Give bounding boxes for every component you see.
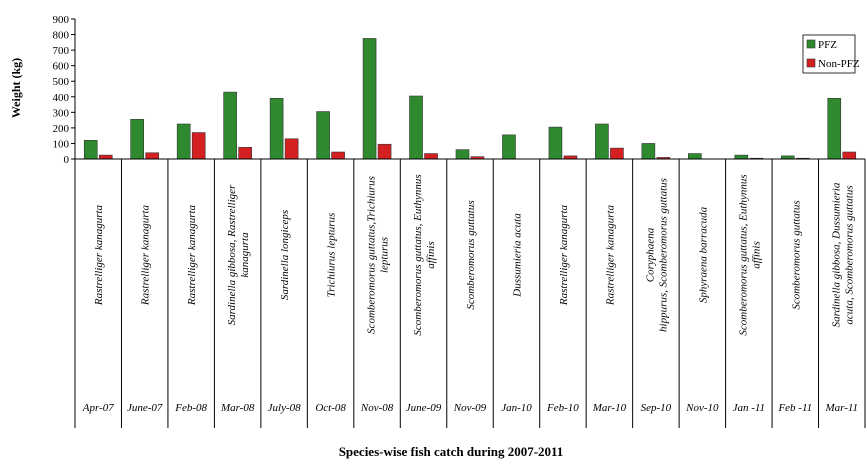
- bar-pfz-13: [688, 153, 702, 160]
- category-label: Rastrelliger kanagurta: [558, 204, 570, 306]
- bar-non-pfz-1: [145, 152, 160, 160]
- legend-label-non-pfz: Non-PFZ: [818, 58, 860, 70]
- bar-pfz-14: [734, 154, 749, 160]
- period-label: July-08: [268, 402, 301, 414]
- bar-non-pfz-4: [284, 138, 299, 160]
- bar-pfz-10: [548, 126, 563, 160]
- bar-non-pfz-16: [842, 151, 857, 160]
- y-tick-label: 900: [53, 14, 70, 26]
- bar-non-pfz-5: [331, 151, 345, 160]
- category-label: Trichiurus lepturus: [326, 213, 338, 298]
- bar-pfz-7: [409, 95, 423, 160]
- category-label: Scomberomorus guttatus: [790, 200, 802, 309]
- y-axis: 0 100 200 300 400 500 600 700 800 900: [53, 14, 76, 166]
- category-label: Coryphaena: [644, 227, 656, 282]
- category-label: Scomberomorus guttatus, Euthynnus: [412, 174, 424, 335]
- bar-non-pfz-11: [610, 147, 624, 160]
- category-label: hippurus, Scomberomorus guttatus: [657, 178, 669, 332]
- legend-swatch-pfz: [806, 39, 816, 49]
- bar-pfz-2: [176, 123, 191, 160]
- y-tick-label: 200: [53, 123, 70, 135]
- category-label: Scomberomorus guttatus: [465, 200, 477, 309]
- bar-pfz-0: [83, 140, 98, 160]
- bar-pfz-4: [269, 98, 284, 160]
- period-label: Oct-08: [315, 402, 346, 414]
- category-label: kanagurta: [239, 232, 251, 278]
- bar-pfz-5: [316, 111, 330, 160]
- y-tick-label: 400: [53, 92, 70, 104]
- period-label: Sep-10: [641, 402, 672, 414]
- y-tick-label: 500: [53, 76, 70, 88]
- bar-non-pfz-7: [424, 153, 438, 160]
- y-tick-label: 800: [53, 30, 70, 42]
- legend-swatch-non-pfz: [806, 58, 816, 68]
- category-label: Rastrelliger kanagurta: [604, 204, 616, 306]
- bar-non-pfz-0: [98, 154, 113, 160]
- period-label: Nov-09: [453, 402, 487, 414]
- y-tick-label: 700: [53, 45, 70, 57]
- category-label: Sardinella longiceps: [279, 210, 291, 300]
- category-table: Rastrelliger kanagurta Rastrelliger kanag…: [74, 158, 866, 428]
- period-label: Mar-10: [592, 402, 627, 414]
- period-label: Feb-10: [546, 402, 579, 414]
- period-label: June-07: [127, 402, 163, 414]
- category-label: Rastrelliger kanagurta: [186, 204, 198, 306]
- period-label: Jan -11: [733, 402, 765, 414]
- legend: PFZ Non-PFZ: [802, 34, 860, 74]
- y-tick-label: 600: [53, 61, 70, 73]
- bars-layer: [83, 38, 857, 160]
- category-label: Dussumieria acuta: [511, 213, 523, 298]
- bar-non-pfz-6: [377, 143, 392, 160]
- category-label: Rastrelliger kanagurta: [140, 204, 152, 306]
- period-label: Nov-08: [360, 402, 394, 414]
- y-axis-title: Weight (kg): [9, 58, 23, 118]
- y-tick-label: 100: [53, 138, 70, 150]
- category-label: acuta, Scomberomorus guttatus: [843, 185, 855, 324]
- category-label: Sardinella gibbosa, Rastrelliger: [226, 184, 238, 325]
- period-label: Feb -11: [777, 402, 812, 414]
- bar-non-pfz-2: [191, 132, 206, 160]
- period-label: Nov-10: [685, 402, 719, 414]
- period-label: Feb-08: [174, 402, 207, 414]
- x-axis-title: Species-wise fish catch during 2007-2011: [339, 444, 564, 459]
- bar-pfz-3: [223, 91, 237, 160]
- y-tick-label: 0: [64, 154, 70, 166]
- period-label: Mar-08: [220, 402, 255, 414]
- category-label: Scomberomorus guttatus, Euthynnus: [737, 174, 749, 335]
- category-label: Rastrelliger kanagurta: [93, 204, 105, 306]
- period-label: June-09: [406, 402, 442, 414]
- period-label: Apr-07: [82, 402, 114, 414]
- bar-pfz-16: [827, 98, 842, 160]
- period-label: Mar-11: [824, 402, 858, 414]
- y-tick-label: 300: [53, 107, 70, 119]
- bar-pfz-12: [641, 143, 656, 160]
- category-label: affinis: [425, 241, 437, 269]
- legend-label-pfz: PFZ: [818, 39, 837, 51]
- bar-pfz-1: [130, 119, 145, 160]
- bar-pfz-9: [502, 134, 516, 160]
- category-label: Sphyraena barracuda: [697, 206, 709, 303]
- category-label: Sardinella gibbosa, Dussumieria: [830, 182, 842, 327]
- bar-pfz-6: [362, 38, 377, 160]
- bar-pfz-11: [595, 123, 609, 160]
- bar-non-pfz-3: [238, 147, 252, 160]
- category-label: lepturus: [379, 237, 391, 273]
- bar-pfz-8: [455, 149, 470, 160]
- period-label: Jan-10: [501, 402, 532, 414]
- category-label: affinis: [750, 241, 762, 269]
- category-label: Scomberomorus guttatus,Trichiurus: [366, 176, 378, 334]
